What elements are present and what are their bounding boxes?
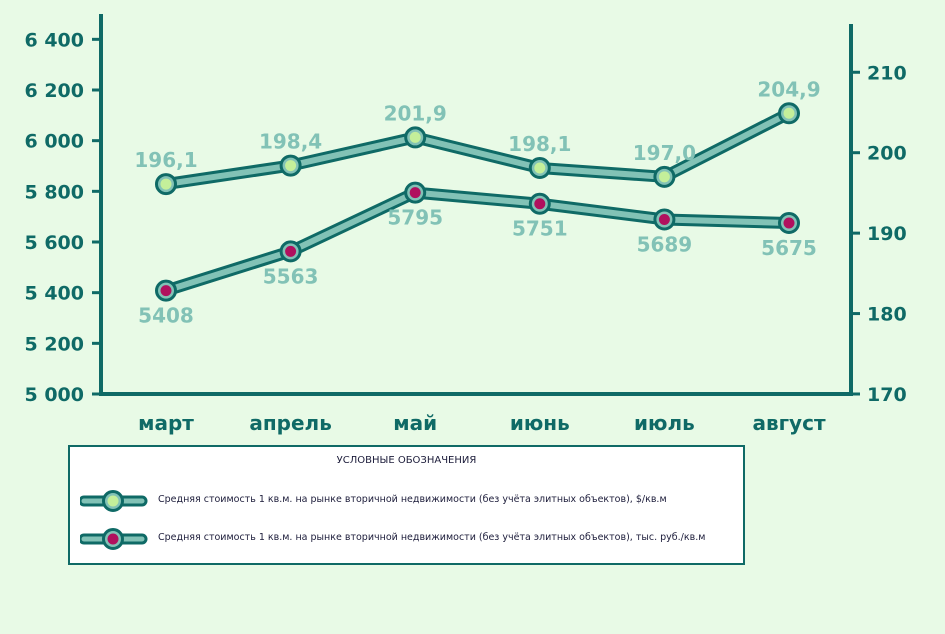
series-line-outline [160,186,795,297]
data-point-marker-center [534,198,546,210]
data-label: 197,0 [633,141,696,165]
data-label: 204,9 [757,77,820,101]
data-point-marker-center [409,187,421,199]
data-label: 5795 [387,206,443,230]
data-point-marker-center [160,178,172,190]
x-tick-label: июнь [510,411,570,435]
data-label: 5563 [263,264,319,288]
legend-swatch-usd [80,490,148,512]
series-line [163,189,792,294]
y-left-tick-label: 6 000 [25,131,85,153]
y-left-tick-label: 6 200 [25,80,85,102]
x-tick-label: август [752,411,825,435]
legend-label-rub: Средняя стоимость 1 кв.м. на рынке втори… [158,532,706,543]
y-left-tick-label: 5 400 [25,283,85,305]
chart-legend: УСЛОВНЫЕ ОБОЗНАЧЕНИЯ Средняя стоимость 1… [68,445,745,565]
data-label: 5675 [761,236,817,260]
legend-swatch-rub [80,528,148,550]
y-left-tick-label: 5 000 [25,384,85,406]
y-right-tick-label: 190 [867,223,907,245]
x-tick-label: март [138,411,194,435]
legend-item-usd: Средняя стоимость 1 кв.м. на рынке втори… [80,489,730,513]
y-right-tick-label: 180 [867,304,907,326]
data-point-marker-center [783,107,795,119]
data-label: 196,1 [134,148,197,172]
y-right-tick-label: 200 [867,143,907,165]
data-label: 5408 [138,304,194,328]
data-label: 201,9 [384,101,447,125]
x-tick-label: апрель [249,411,332,435]
data-point-marker-center [285,160,297,172]
data-point-marker-center [783,217,795,229]
data-point-marker-center [658,171,670,183]
data-label: 5751 [512,217,568,241]
y-left-tick-label: 5 200 [25,333,85,355]
y-left-tick-label: 6 400 [25,29,85,51]
data-point-marker-center [285,245,297,257]
legend-title: УСЛОВНЫЕ ОБОЗНАЧЕНИЯ [336,455,477,466]
data-point-marker-center [534,162,546,174]
data-point-marker-center [658,213,670,225]
data-point-marker-center [409,131,421,143]
x-tick-label: май [393,411,437,435]
data-label: 5689 [637,232,693,256]
legend-label-usd: Средняя стоимость 1 кв.м. на рынке втори… [158,494,667,505]
y-left-tick-label: 5 800 [25,181,85,203]
y-right-tick-label: 210 [867,62,907,84]
y-right-tick-label: 170 [867,384,907,406]
data-point-marker-center [160,285,172,297]
x-tick-label: июль [634,411,695,435]
data-label: 198,4 [259,130,322,154]
legend-item-rub: Средняя стоимость 1 кв.м. на рынке втори… [80,527,730,551]
y-left-tick-label: 5 600 [25,232,85,254]
data-label: 198,1 [508,132,571,156]
series-line [163,110,792,188]
